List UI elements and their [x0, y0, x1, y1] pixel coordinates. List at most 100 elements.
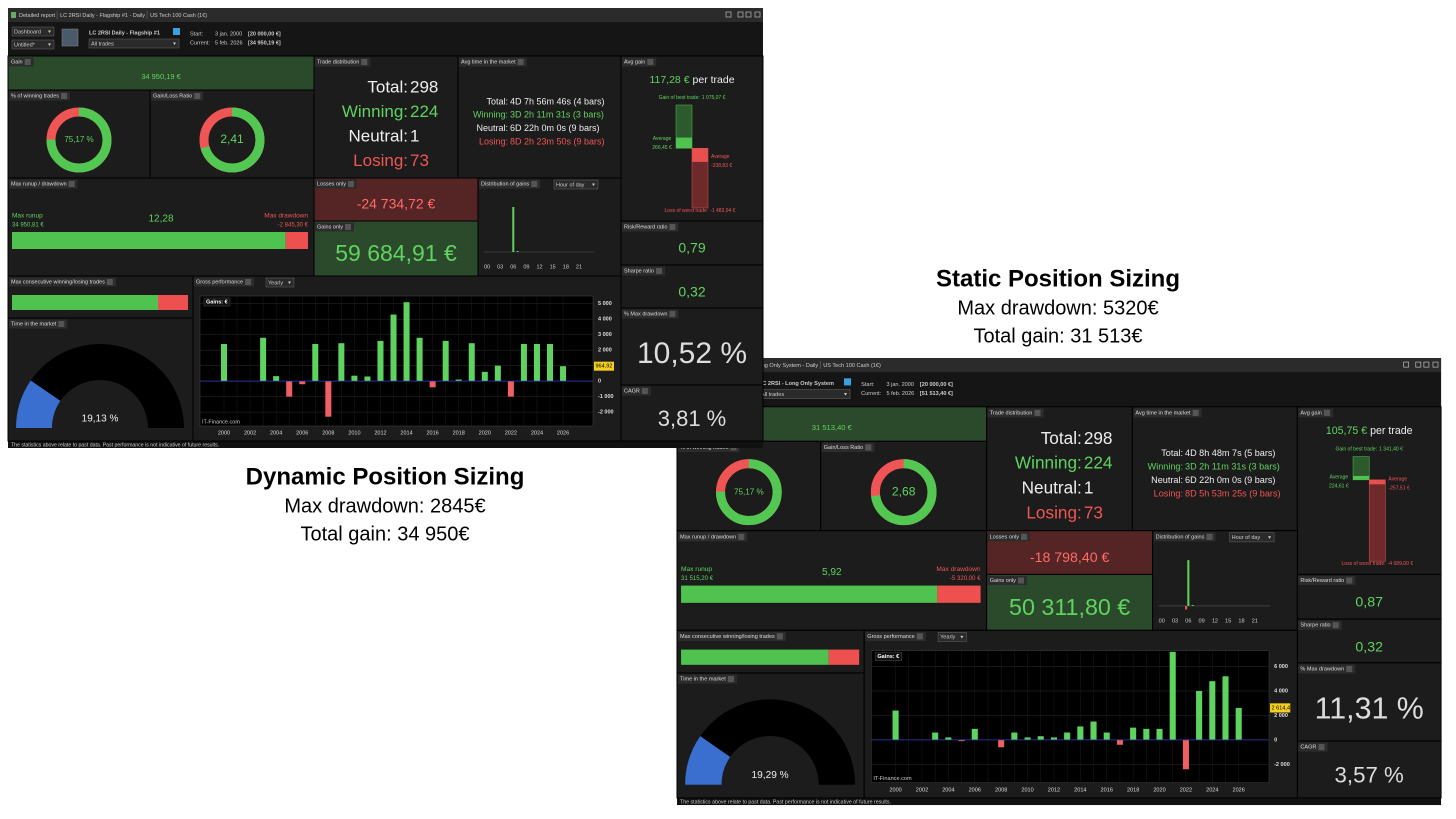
y-tick-label: -2 000 — [1274, 762, 1290, 768]
panel-label: CAGR — [1300, 745, 1316, 751]
avg-win-value: 266,45 € — [652, 145, 672, 151]
dist-tick-label: 06 — [510, 264, 516, 270]
dropdown[interactable] — [11, 26, 55, 37]
tab-title[interactable]: US Tech 100 Cash (1€) — [823, 363, 881, 369]
runup-bar — [12, 232, 286, 249]
trade-count-label: Total: — [367, 77, 408, 96]
trade-count: 73 — [1084, 502, 1103, 522]
dropdown[interactable] — [11, 39, 55, 50]
dropdown-arrow — [592, 183, 595, 186]
tab-title[interactable]: LC 2RSI - Long Only System - Daily — [730, 363, 819, 369]
tab-title[interactable]: US Tech 100 Cash (1€) — [150, 13, 207, 19]
dropdown[interactable] — [265, 277, 295, 288]
tab-title[interactable]: LC 2RSI Daily - Flagship #1 - Daily — [60, 13, 145, 19]
avg-win-name: Average — [1329, 474, 1348, 480]
dropdown-text[interactable]: Dashboard — [14, 29, 41, 35]
year-bar — [325, 381, 332, 417]
title-bar — [677, 358, 1442, 373]
donut-value: 2,41 — [220, 132, 244, 146]
pin-icon — [1332, 622, 1339, 629]
runup-bar — [681, 585, 938, 603]
y-tick-label: -2 000 — [598, 410, 614, 416]
year-bar — [351, 375, 358, 382]
minimize-icon[interactable] — [737, 11, 744, 18]
trade-count-label: Neutral: — [348, 126, 408, 145]
maximize-icon[interactable] — [745, 11, 752, 18]
time-label: Winning: — [1148, 461, 1183, 471]
panel-label: Avg gain — [624, 59, 645, 65]
year-bar — [507, 381, 514, 397]
panel — [1152, 530, 1298, 631]
panel-label: Distribution of gains — [481, 181, 530, 187]
minimize-icon[interactable] — [1415, 361, 1422, 368]
dropdown-text[interactable]: Hour of day — [556, 182, 585, 188]
best-trade-bar — [1352, 456, 1370, 481]
stat-value: 0,32 — [1355, 639, 1383, 655]
x-tick-label: 2026 — [557, 430, 569, 436]
year-bar — [1050, 737, 1057, 740]
trade-count: 298 — [410, 77, 438, 96]
pin-icon — [245, 279, 252, 285]
y-tick-label: 6 000 — [1274, 664, 1288, 670]
panel-label-bg — [9, 179, 78, 189]
edit-icon[interactable] — [173, 28, 180, 35]
dropdown-arrow — [1268, 536, 1272, 539]
x-tick-label: 2006 — [969, 787, 981, 793]
dropdown-text[interactable]: Untitled* — [14, 42, 36, 48]
dropdown[interactable] — [553, 179, 599, 190]
dist-tick-label: 03 — [497, 264, 503, 270]
dropdown-text[interactable]: All trades — [761, 392, 784, 398]
tab-title[interactable]: Detailed report — [19, 13, 56, 19]
close-icon[interactable] — [754, 11, 761, 18]
share-icon[interactable] — [1403, 361, 1410, 368]
dist-bar — [1185, 605, 1188, 610]
panel-label: Losses only — [990, 534, 1020, 540]
time-value: 8D 2h 23m 50s (9 bars) — [510, 136, 605, 146]
best-trade-label-value: 1 341,40 € — [1379, 447, 1403, 453]
gauge-fill — [685, 736, 731, 785]
current-date: 5 feb. 2026 — [215, 40, 243, 46]
gauge-track — [16, 344, 184, 428]
dist-bar — [1187, 560, 1190, 606]
panel — [457, 55, 622, 179]
panel-label-bg — [9, 91, 70, 101]
system-name: LC 2RSI Daily - Flagship #1 — [89, 30, 160, 36]
panel-label-bg — [1153, 532, 1216, 542]
x-tick-label: 2026 — [1233, 787, 1245, 793]
legend: Gains: € — [206, 299, 228, 305]
dist-tick-label: 09 — [1199, 619, 1205, 625]
dropdown[interactable] — [937, 632, 967, 642]
year-bar — [1103, 732, 1110, 740]
pin-icon — [641, 388, 648, 394]
dropdown-text[interactable]: Yearly — [268, 280, 283, 286]
footer-note: The statistics above relate to past data… — [680, 799, 891, 805]
pin-icon — [669, 224, 676, 230]
time-label: Total: — [1161, 448, 1183, 458]
drawdown-value: -2 845,30 € — [278, 223, 309, 229]
dropdown-text[interactable]: All trades — [91, 41, 114, 47]
pin-icon — [776, 633, 783, 640]
edit-icon[interactable] — [843, 378, 852, 386]
year-bar — [299, 381, 306, 385]
trade-count: 73 — [410, 151, 429, 170]
dropdown-text[interactable]: Yearly — [940, 635, 955, 641]
panel-label-bg — [865, 631, 926, 641]
pin-icon — [361, 59, 368, 65]
dist-tick-label: 15 — [1225, 619, 1231, 625]
dropdown[interactable] — [1229, 532, 1275, 543]
dropdown-text[interactable]: Hour of day — [1232, 535, 1261, 541]
maximize-icon[interactable] — [1423, 361, 1430, 368]
y-tick-label: 0 — [1274, 737, 1277, 743]
dist-tick-label: 00 — [484, 264, 490, 270]
panel-label-bg — [821, 442, 875, 452]
worst-trade-label: Loss of worst trade: -4 689,00 € — [1341, 562, 1413, 568]
close-icon[interactable] — [1432, 361, 1439, 368]
dropdown[interactable] — [88, 38, 180, 49]
runup-label: Max runup — [681, 566, 712, 573]
share-icon[interactable] — [725, 11, 732, 18]
x-tick-label: 2016 — [427, 430, 439, 436]
panel — [313, 55, 459, 179]
panel-label: Gains only — [990, 578, 1016, 584]
